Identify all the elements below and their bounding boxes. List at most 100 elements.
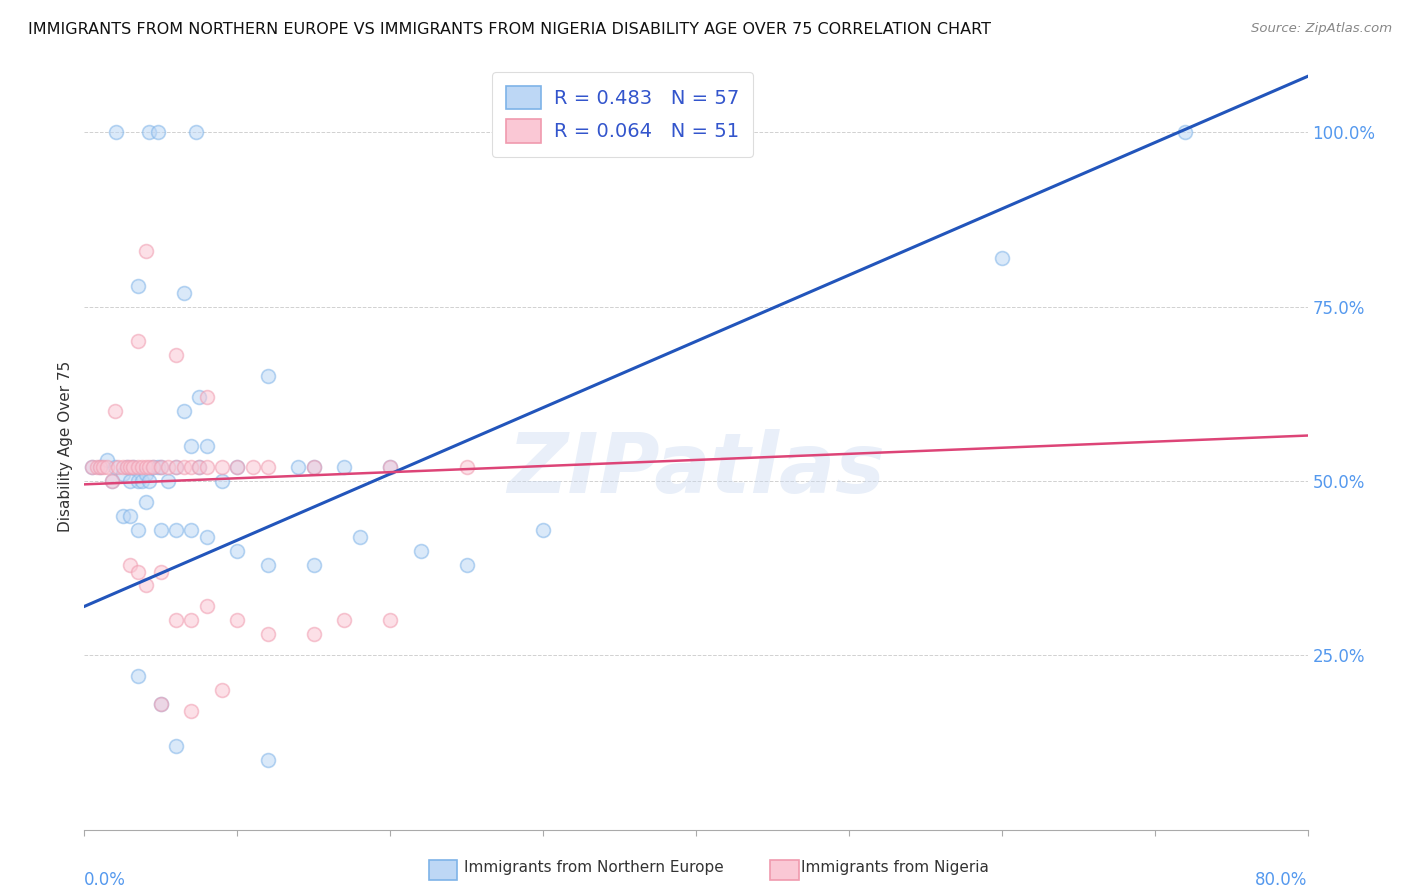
Point [302,459,325,474]
Point [111,459,134,474]
Point [302,558,325,572]
Point [131,459,153,474]
Point [157,474,180,488]
Point [456,558,478,572]
Point [333,613,356,627]
Point [127,565,149,579]
Text: IMMIGRANTS FROM NORTHERN EUROPE VS IMMIGRANTS FROM NIGERIA DISABILITY AGE OVER 7: IMMIGRANTS FROM NORTHERN EUROPE VS IMMIG… [28,22,991,37]
Point [195,599,218,614]
Point [89,459,111,474]
Point [173,459,195,474]
Point [188,390,211,404]
Point [80,459,103,474]
Point [195,459,218,474]
Point [991,251,1014,265]
Point [89,459,111,474]
Point [380,613,402,627]
Point [195,439,218,453]
Point [257,558,280,572]
Text: 80.0%: 80.0% [1256,871,1308,889]
Point [226,543,249,558]
Point [127,334,149,349]
Point [380,459,402,474]
Point [257,627,280,641]
Point [211,459,233,474]
Point [287,459,309,474]
Point [120,508,142,523]
Point [165,348,187,362]
Point [80,459,103,474]
Point [135,244,157,258]
Point [122,459,145,474]
Point [242,459,264,474]
Point [257,369,280,384]
Point [149,459,172,474]
Point [188,459,211,474]
Point [120,558,142,572]
Point [188,459,211,474]
Point [96,453,118,467]
Point [115,459,138,474]
Point [456,459,478,474]
Point [122,459,145,474]
Point [165,523,187,537]
Text: ZIPatlas: ZIPatlas [508,428,884,509]
Point [86,459,108,474]
Point [120,474,142,488]
Point [157,459,180,474]
Point [107,459,129,474]
Point [120,459,142,474]
Point [127,459,149,474]
Point [184,125,207,139]
Point [101,474,124,488]
Point [333,459,356,474]
Point [211,474,233,488]
Point [180,439,202,453]
Point [226,459,249,474]
Point [142,459,165,474]
Point [135,459,157,474]
Point [195,530,218,544]
Point [111,508,134,523]
Point [131,474,153,488]
Point [135,467,157,481]
Point [104,459,127,474]
Point [195,390,218,404]
Point [257,753,280,767]
Y-axis label: Disability Age Over 75: Disability Age Over 75 [58,360,73,532]
Point [226,613,249,627]
Point [135,578,157,592]
Point [105,125,128,139]
Point [101,474,124,488]
Point [127,523,149,537]
Point [149,523,172,537]
Point [127,474,149,488]
Point [302,627,325,641]
Text: Immigrants from Northern Europe: Immigrants from Northern Europe [464,860,724,874]
Point [91,459,114,474]
Point [127,669,149,683]
Point [115,459,138,474]
Point [146,125,169,139]
Point [165,739,187,753]
Point [142,459,165,474]
Point [257,459,280,474]
Point [104,404,127,418]
Point [180,704,202,718]
Legend: R = 0.483   N = 57, R = 0.064   N = 51: R = 0.483 N = 57, R = 0.064 N = 51 [492,72,754,157]
Point [138,125,160,139]
Point [149,565,172,579]
Point [180,613,202,627]
Text: 0.0%: 0.0% [84,871,127,889]
Point [211,683,233,698]
Point [127,278,149,293]
Point [135,495,157,509]
Point [180,459,202,474]
Point [165,459,187,474]
Point [165,459,187,474]
Point [138,459,160,474]
Point [409,543,432,558]
Point [380,459,402,474]
Point [180,523,202,537]
Point [173,285,195,300]
